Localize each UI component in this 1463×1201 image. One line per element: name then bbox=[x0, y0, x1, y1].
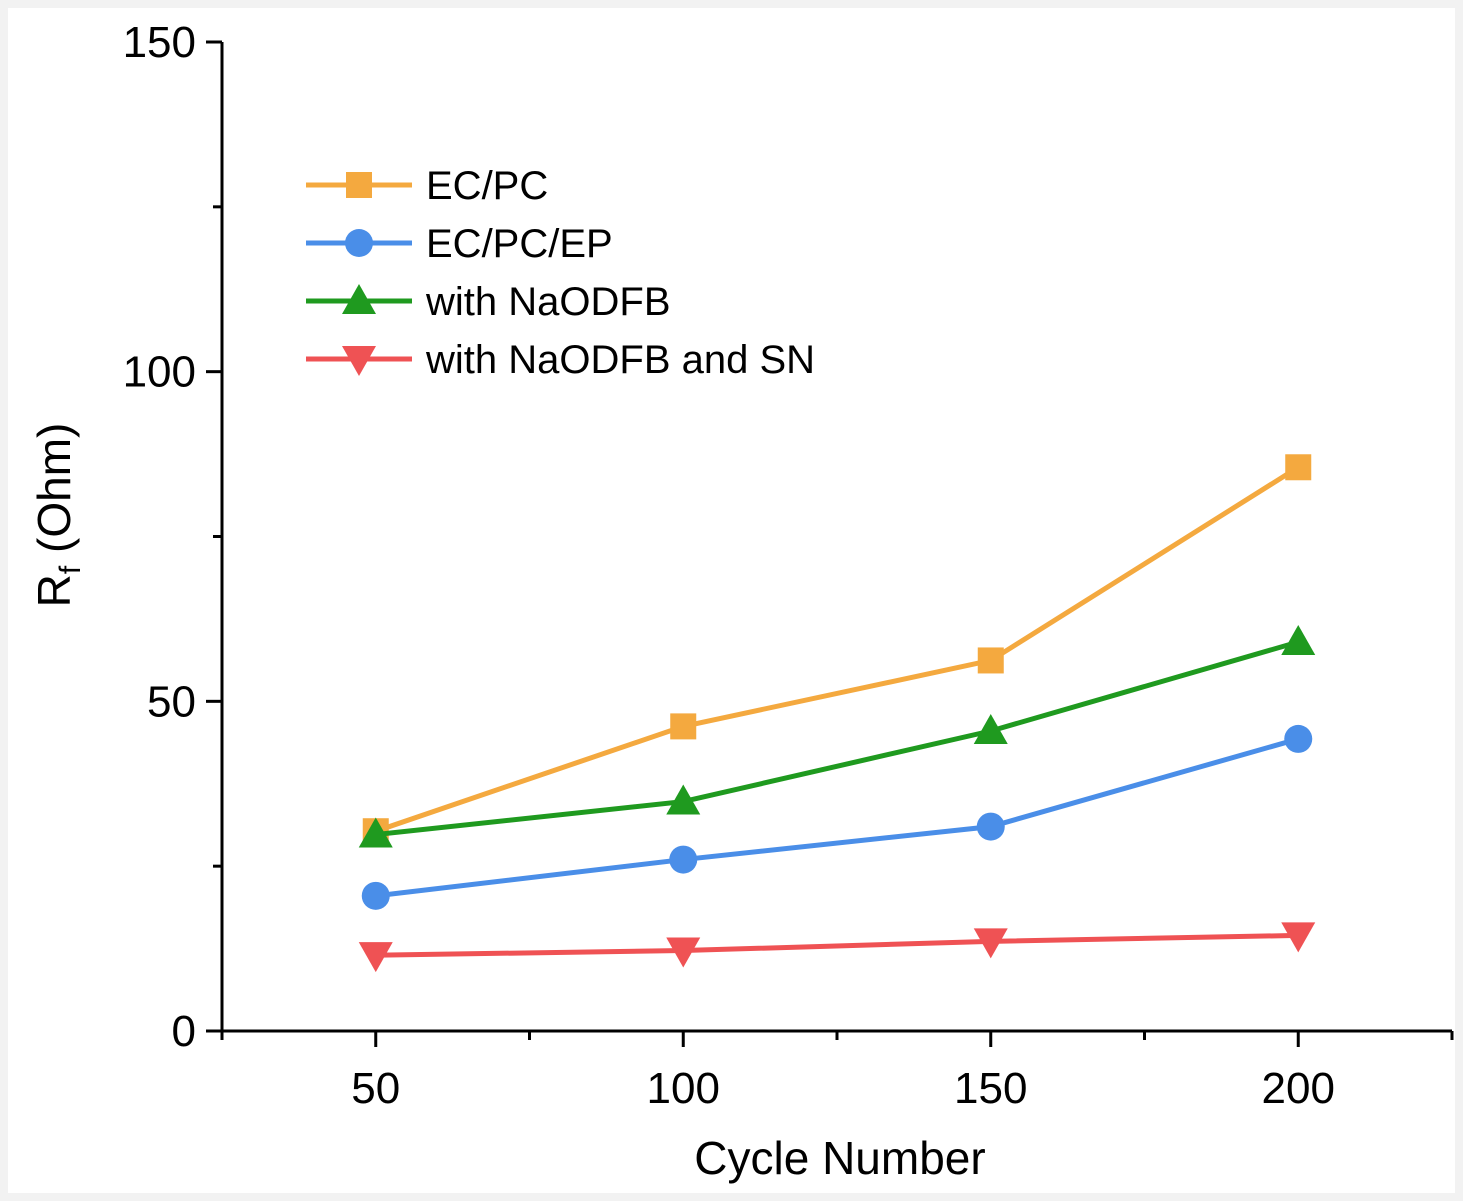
series-line-0 bbox=[374, 465, 1300, 834]
series-line-3 bbox=[375, 932, 1299, 958]
legend-entry-0: EC/PC bbox=[306, 164, 548, 208]
legend-marker-1 bbox=[345, 229, 373, 257]
legend-entry-3: with NaODFB and SN bbox=[306, 338, 815, 382]
data-point-2-2 bbox=[973, 714, 1008, 745]
chart-frame: 0 50 100 150 50 100 150 200 EC/PC EC/PC/EP with N… bbox=[8, 8, 1455, 1193]
y-tick-label-50: 50 bbox=[147, 677, 196, 726]
y-axis-title-main: R bbox=[28, 574, 80, 607]
y-tick-label-100: 100 bbox=[123, 348, 196, 397]
data-point-2-0 bbox=[358, 817, 393, 848]
legend-label-2: with NaODFB bbox=[425, 280, 671, 324]
data-point-3-1 bbox=[666, 937, 701, 968]
data-point-3-3 bbox=[1281, 922, 1316, 953]
data-point-1-1 bbox=[669, 845, 698, 874]
x-axis-title: Cycle Number bbox=[694, 1132, 985, 1184]
data-point-0-2 bbox=[977, 647, 1004, 674]
legend: EC/PC EC/PC/EP with NaODFB with NaODFB and … bbox=[306, 164, 815, 382]
x-tick-label-200: 200 bbox=[1262, 1064, 1335, 1113]
y-tick-label-150: 150 bbox=[123, 18, 196, 67]
legend-label-1: EC/PC/EP bbox=[426, 222, 613, 266]
data-point-3-0 bbox=[358, 942, 393, 973]
series-layer bbox=[358, 454, 1316, 973]
legend-marker-0 bbox=[346, 172, 372, 198]
data-point-0-3 bbox=[1285, 454, 1312, 481]
series-line-1 bbox=[375, 736, 1299, 899]
series-2 bbox=[358, 624, 1316, 848]
y-axis-title-rest: (Ohm) bbox=[28, 423, 80, 566]
series-1 bbox=[361, 724, 1313, 910]
legend-marker-2 bbox=[342, 284, 376, 314]
series-line-2 bbox=[375, 639, 1299, 838]
legend-entry-1: EC/PC/EP bbox=[306, 222, 613, 266]
series-0 bbox=[362, 454, 1312, 845]
x-tick-label-50: 50 bbox=[351, 1064, 400, 1113]
x-tick-label-150: 150 bbox=[954, 1064, 1027, 1113]
data-point-2-3 bbox=[1281, 624, 1316, 655]
data-point-1-3 bbox=[1284, 724, 1313, 753]
data-point-1-0 bbox=[361, 881, 390, 910]
data-point-1-2 bbox=[976, 812, 1005, 841]
data-point-0-1 bbox=[670, 713, 697, 740]
legend-entry-2: with NaODFB bbox=[306, 280, 671, 324]
data-point-2-1 bbox=[666, 784, 701, 815]
line-chart: 0 50 100 150 50 100 150 200 EC/PC EC/PC/EP with N… bbox=[28, 18, 1454, 1184]
data-point-3-2 bbox=[973, 928, 1008, 959]
y-axis-title: Rf (Ohm) bbox=[28, 423, 87, 608]
y-axis-title-subscript: f bbox=[54, 565, 87, 574]
legend-label-3: with NaODFB and SN bbox=[425, 338, 815, 382]
series-3 bbox=[358, 922, 1316, 973]
legend-label-0: EC/PC bbox=[426, 164, 548, 208]
y-tick-label-0: 0 bbox=[172, 1007, 196, 1056]
legend-marker-3 bbox=[342, 346, 376, 376]
x-tick-label-100: 100 bbox=[647, 1064, 720, 1113]
axes: 0 50 100 150 50 100 150 200 bbox=[123, 18, 1454, 1113]
